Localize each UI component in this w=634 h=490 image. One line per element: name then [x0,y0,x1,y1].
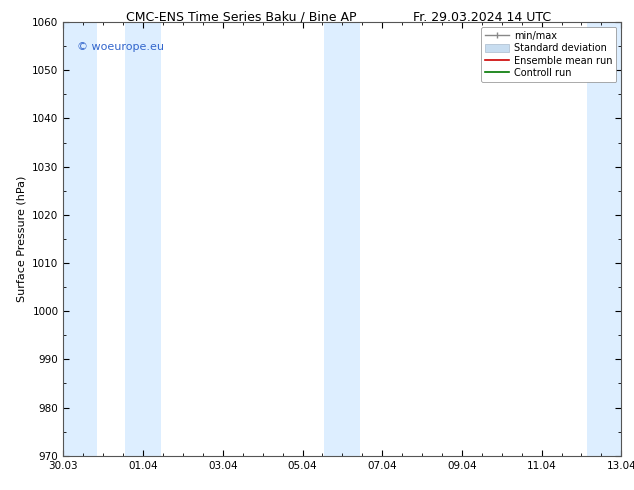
Bar [325,22,360,456]
Bar [125,22,161,456]
Bar [63,22,97,456]
Y-axis label: Surface Pressure (hPa): Surface Pressure (hPa) [16,176,27,302]
Text: Fr. 29.03.2024 14 UTC: Fr. 29.03.2024 14 UTC [413,11,551,24]
Legend: min/max, Standard deviation, Ensemble mean run, Controll run: min/max, Standard deviation, Ensemble me… [481,27,616,82]
Text: © woeurope.eu: © woeurope.eu [77,42,164,51]
Bar [588,22,621,456]
Text: CMC-ENS Time Series Baku / Bine AP: CMC-ENS Time Series Baku / Bine AP [126,11,356,24]
